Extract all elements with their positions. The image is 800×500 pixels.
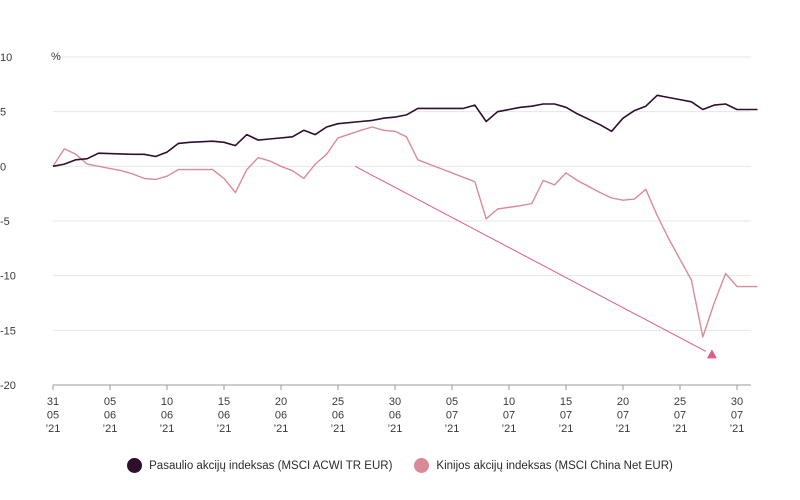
- legend-swatch-china: [414, 458, 430, 473]
- x-tick-label: 05 06’21: [103, 396, 118, 435]
- legend-label-world: Pasaulio akcijų indeksas (MSCI ACWI TR E…: [149, 459, 393, 472]
- x-tick-label: 05 07’21: [445, 396, 460, 435]
- arrow-line: [354, 165, 707, 352]
- legend-item-china: Kinijos akcijų indeksas (MSCI China Net …: [414, 458, 673, 473]
- x-tick-label: 15 07’21: [559, 396, 574, 435]
- series-line-1: [52, 126, 758, 338]
- arrow-head: [706, 349, 717, 359]
- axes: [52, 384, 751, 390]
- y-tick-label: 10: [0, 52, 12, 64]
- y-tick-label: -5: [0, 216, 10, 228]
- x-tick-label: 25 07’21: [673, 396, 688, 435]
- x-tick-label: 20 06’21: [274, 396, 289, 435]
- legend-swatch-world: [127, 458, 143, 473]
- y-tick-label: -20: [0, 380, 16, 392]
- y-tick-label: 5: [0, 107, 6, 119]
- x-tick-label: 30 07’21: [730, 396, 745, 435]
- x-tick-label: 10 07’21: [502, 396, 517, 435]
- series-lines: [52, 94, 758, 338]
- y-tick-label: 0: [0, 161, 6, 173]
- x-tick-label: 15 06’21: [217, 396, 232, 435]
- x-tick-label: 20 07’21: [616, 396, 631, 435]
- x-tick-label: 25 06’21: [331, 396, 346, 435]
- gridlines: [53, 56, 751, 331]
- y-tick-label: -15: [0, 325, 16, 337]
- legend-label-china: Kinijos akcijų indeksas (MSCI China Net …: [436, 459, 673, 472]
- legend-item-world: Pasaulio akcijų indeksas (MSCI ACWI TR E…: [127, 458, 392, 473]
- x-tick-label: 31 05’21: [46, 396, 61, 435]
- x-tick-label: 10 06’21: [160, 396, 175, 435]
- trend-arrow-annotation: [354, 165, 717, 359]
- y-tick-label: -10: [0, 271, 16, 283]
- x-tick-label: 30 06’21: [388, 396, 403, 435]
- legend: Pasaulio akcijų indeksas (MSCI ACWI TR E…: [0, 458, 800, 473]
- y-tick-labels: 10 5 0 -5 -10 -15 -20: [0, 52, 16, 392]
- series-line-0: [52, 94, 758, 168]
- x-tick-labels: 31 05’21 05 06’21 10 06’21 15 06’21 20 06’21 25 06’…: [46, 396, 745, 435]
- y-axis-unit-label: %: [51, 51, 61, 63]
